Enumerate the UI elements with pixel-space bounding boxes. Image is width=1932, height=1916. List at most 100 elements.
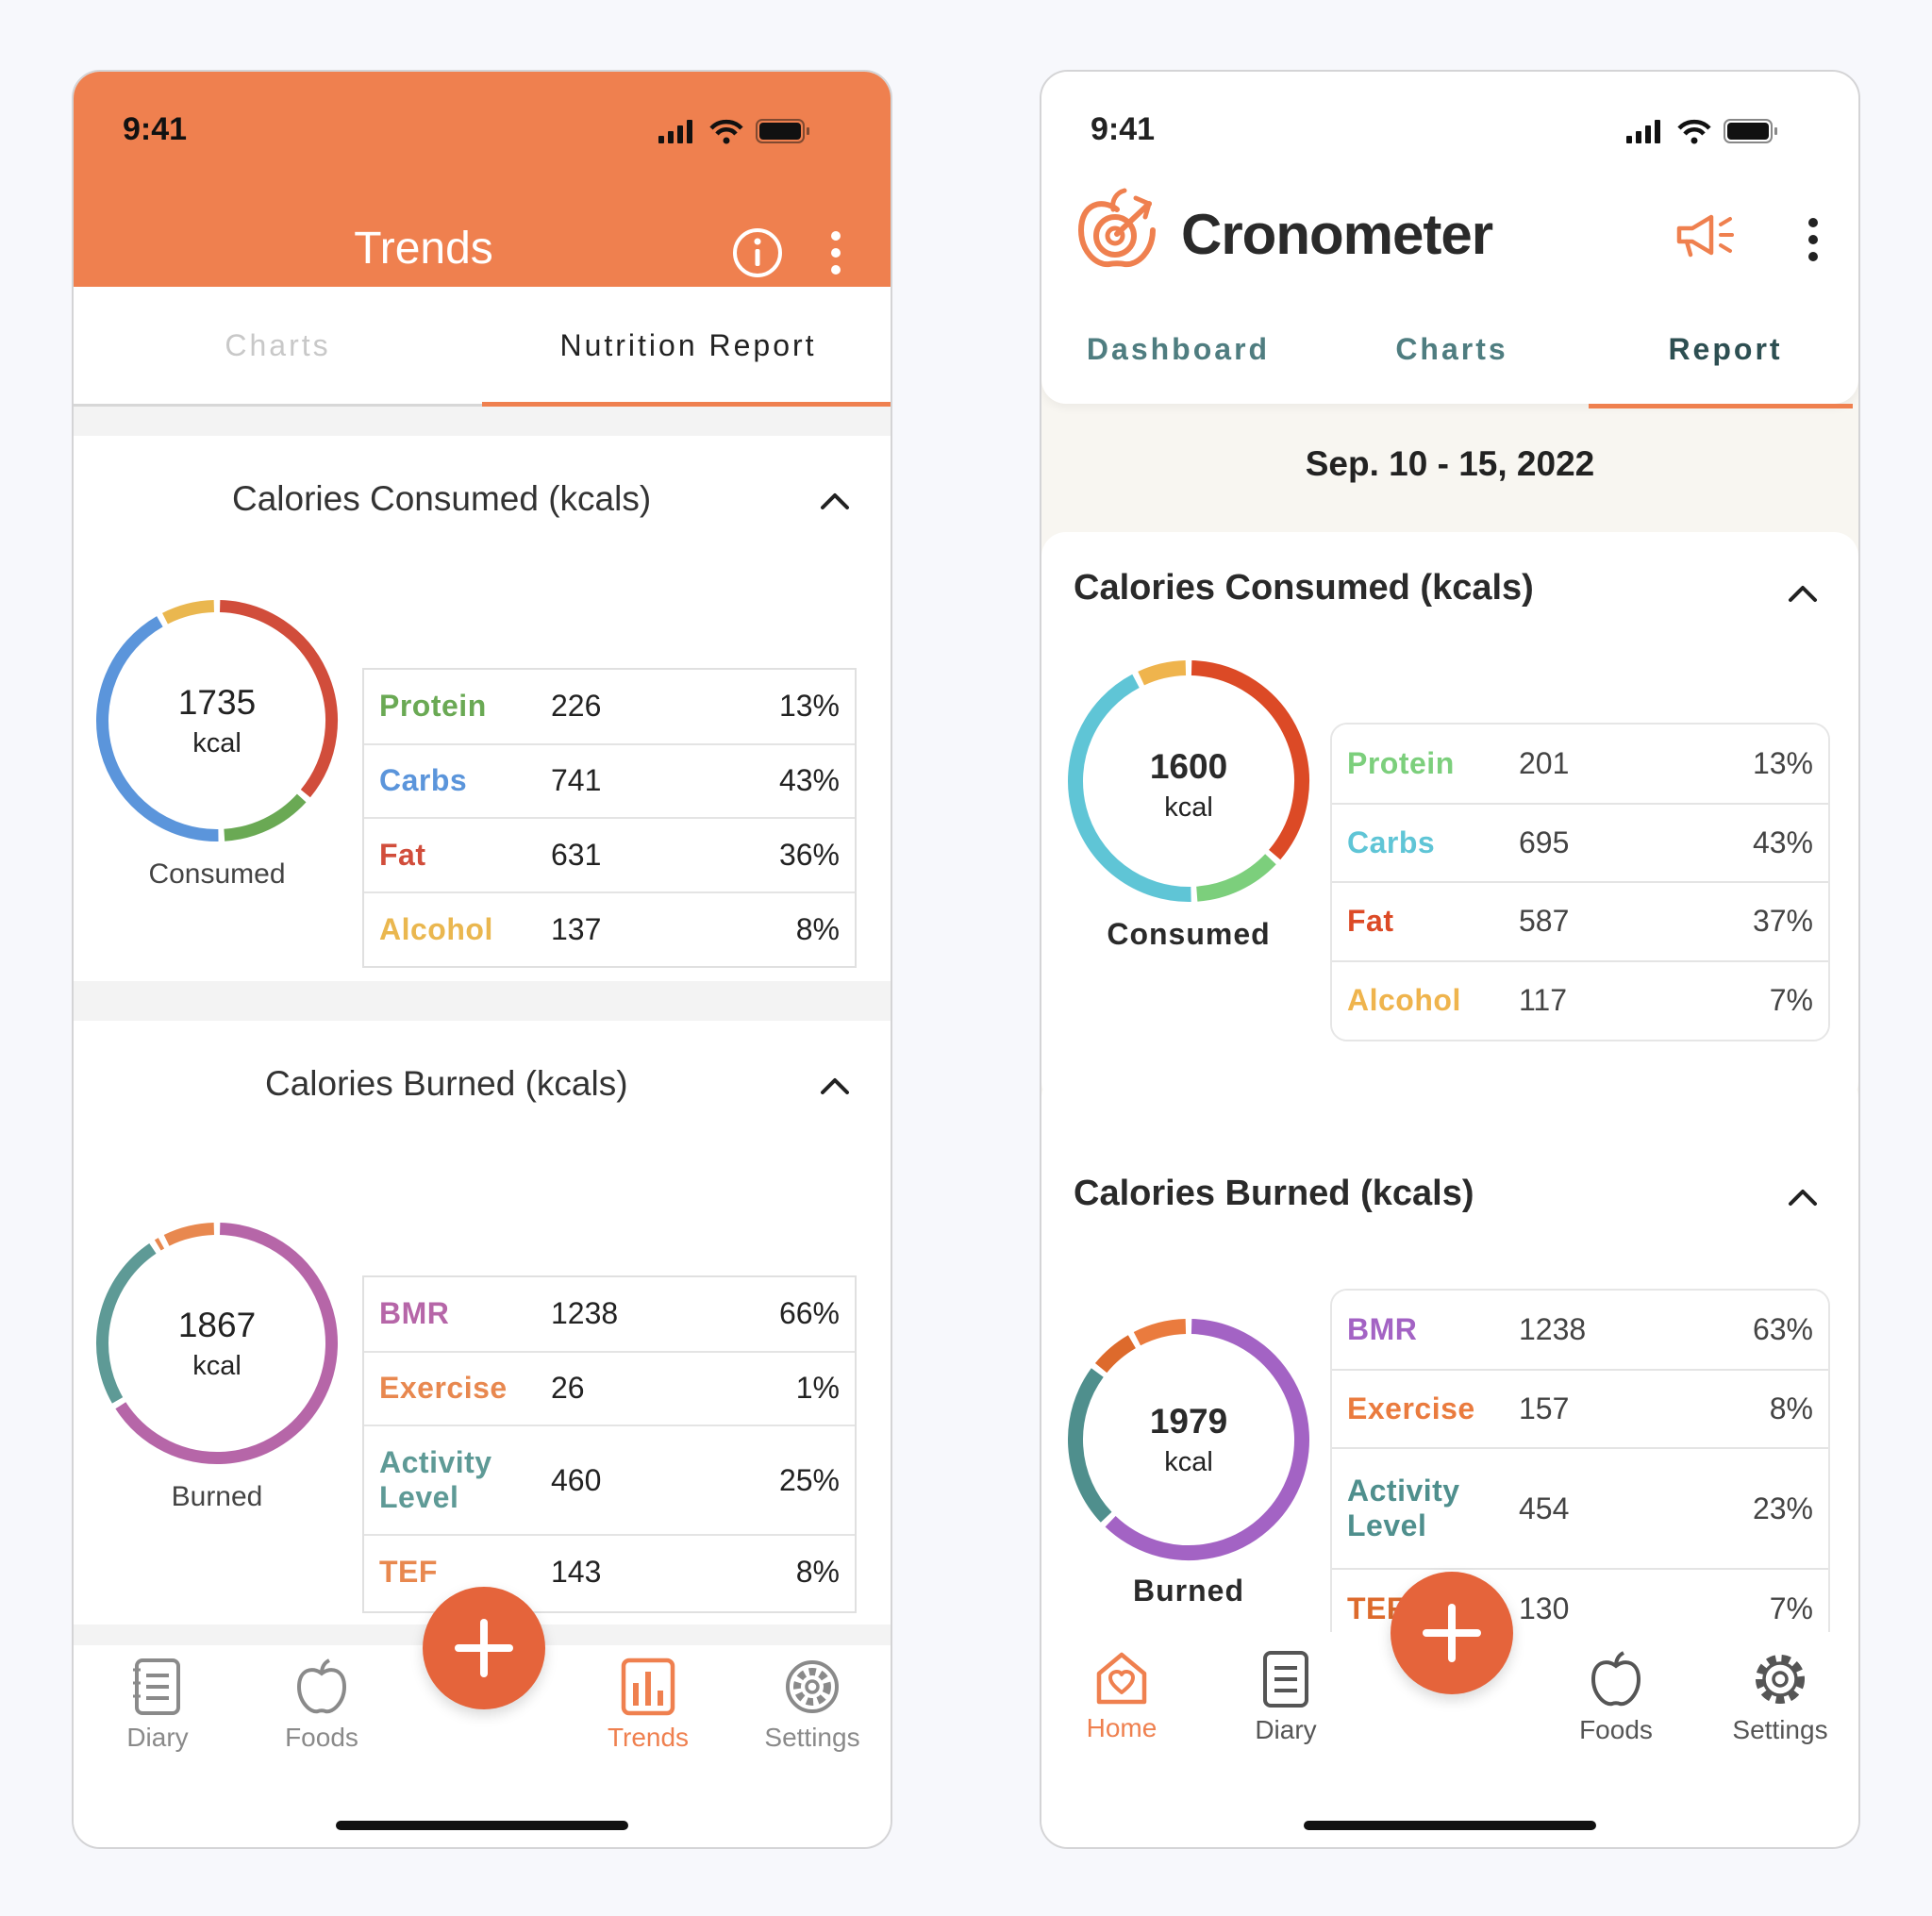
chevron-up-icon[interactable]	[819, 1075, 851, 1096]
card-title: Calories Burned (kcals)	[265, 1064, 628, 1103]
donut-caption: Burned	[171, 1481, 263, 1512]
tab-indicator	[482, 402, 891, 407]
trends-icon	[621, 1658, 675, 1716]
nutrient-percent: 25%	[708, 1425, 855, 1535]
table-row: Activity Level 460 25%	[364, 1425, 855, 1535]
nutrient-percent: 43%	[708, 742, 855, 818]
diary-icon	[133, 1658, 180, 1715]
card-title: Calories Consumed (kcals)	[232, 479, 652, 518]
nutrient-value: 1238	[1519, 1311, 1587, 1346]
home-indicator	[336, 1821, 628, 1830]
donut-segment	[96, 1242, 157, 1404]
calories-burned-card: Calories Burned (kcals) 1867 kcal Burned…	[74, 1021, 891, 1624]
donut-segment	[220, 600, 338, 798]
gear-icon	[786, 1660, 839, 1713]
gear-icon	[1756, 1655, 1805, 1704]
nutrient-value: 454	[1504, 1447, 1675, 1569]
nav-label: Settings	[764, 1723, 860, 1752]
nav-label: Foods	[285, 1723, 358, 1752]
donut-segment	[1094, 1335, 1137, 1374]
nutrient-label: Activity Level	[1332, 1447, 1504, 1569]
nutrient-value: 631	[536, 817, 708, 892]
megaphone-icon[interactable]	[1674, 211, 1736, 260]
tab-dashboard[interactable]: Dashboard	[1086, 332, 1271, 366]
nutrient-value: 741	[536, 742, 708, 818]
home-indicator	[1304, 1821, 1596, 1830]
table-row: Alcohol 137 8%	[364, 891, 855, 966]
nutrient-label: Exercise	[364, 1350, 536, 1425]
nutrient-value: 26	[536, 1350, 708, 1425]
burned-donut-chart	[1068, 1319, 1309, 1560]
apple-icon	[296, 1658, 347, 1714]
status-bar: 9:41	[1041, 72, 1858, 175]
nutrient-value: 137	[536, 891, 708, 966]
info-icon[interactable]	[731, 226, 784, 279]
add-fab-button[interactable]	[423, 1587, 545, 1709]
more-vert-icon[interactable]	[1806, 215, 1821, 264]
nav-home[interactable]: Home	[1051, 1649, 1192, 1743]
table-row: TEF 143 8%	[364, 1534, 855, 1609]
nav-label: Diary	[126, 1723, 189, 1752]
tab-report[interactable]: Report	[1668, 332, 1783, 366]
nutrient-label: BMR	[379, 1296, 450, 1331]
donut-caption: Burned	[1133, 1574, 1244, 1608]
nutrient-label: Alcohol	[1332, 959, 1504, 1040]
nav-trends[interactable]: Trends	[577, 1657, 719, 1753]
nutrient-percent: 36%	[708, 817, 855, 892]
calories-burned-card: Calories Burned (kcals) 1979 kcal Burned…	[1041, 1074, 1858, 1734]
nutrient-label: Activity Level	[364, 1425, 536, 1535]
nav-foods[interactable]: Foods	[1545, 1649, 1687, 1745]
nutrient-label: Fat	[1332, 881, 1504, 961]
status-bar: 9:41	[74, 72, 891, 175]
tab-bar: Charts Nutrition Report	[74, 287, 891, 407]
nav-diary[interactable]: Diary	[1215, 1649, 1357, 1745]
tab-charts[interactable]: Charts	[1395, 332, 1508, 366]
home-icon	[1096, 1652, 1147, 1705]
donut-segment	[1133, 1319, 1187, 1346]
nutrient-percent: 37%	[1675, 881, 1828, 961]
nutrient-value: 157	[1504, 1368, 1675, 1448]
nutrient-value: 587	[1504, 881, 1675, 961]
nutrient-label: Protein	[379, 689, 487, 724]
nav-foods[interactable]: Foods	[251, 1657, 392, 1753]
donut-total: 1979	[1149, 1402, 1228, 1441]
macro-table: Protein 226 13% Carbs 741 43% Fat 631 36% Alcohol…	[362, 668, 857, 968]
table-row: Fat 587 37%	[1332, 881, 1828, 961]
nutrient-value: 201	[1519, 745, 1570, 780]
nutrient-value: 460	[536, 1425, 708, 1535]
nutrient-label: Fat	[364, 817, 536, 892]
nav-diary[interactable]: Diary	[87, 1657, 228, 1753]
donut-segment	[154, 1238, 165, 1251]
nav-label: Diary	[1255, 1715, 1317, 1744]
chevron-up-icon[interactable]	[1787, 583, 1819, 604]
nutrient-label: BMR	[1347, 1311, 1418, 1346]
trends-screen: 9:41 Trends Charts Nutrition Report	[72, 70, 892, 1849]
tab-charts[interactable]: Charts	[225, 328, 331, 362]
nutrient-percent: 13%	[778, 689, 840, 724]
chevron-up-icon[interactable]	[1787, 1187, 1819, 1208]
dashboard-report-screen: 9:41 Cronometer	[1040, 70, 1860, 1849]
tab-nutrition-report[interactable]: Nutrition Report	[559, 328, 817, 362]
nutrient-percent: 8%	[708, 891, 855, 966]
chevron-up-icon[interactable]	[819, 491, 851, 511]
nav-label: Foods	[1579, 1715, 1653, 1744]
add-fab-button[interactable]	[1391, 1572, 1513, 1694]
table-row: Exercise 26 1%	[364, 1350, 855, 1425]
date-range[interactable]: Sep. 10 - 15, 2022	[1305, 444, 1595, 483]
nutrient-value: 117	[1504, 959, 1675, 1040]
nutrient-percent: 63%	[1752, 1311, 1813, 1346]
donut-unit: kcal	[1164, 792, 1213, 823]
nutrient-label: Alcohol	[364, 891, 536, 966]
nav-settings[interactable]: Settings	[1709, 1649, 1851, 1745]
consumed-donut-chart	[96, 600, 338, 841]
donut-segment	[1191, 660, 1309, 860]
donut-unit: kcal	[192, 728, 242, 758]
nutrient-value: 1238	[551, 1296, 619, 1331]
table-row: Alcohol 117 7%	[1332, 959, 1828, 1040]
donut-caption: Consumed	[148, 858, 286, 890]
table-row: Activity Level 454 23%	[1332, 1447, 1828, 1569]
brand-name: Cronometer	[1181, 203, 1493, 266]
nutrient-percent: 1%	[708, 1350, 855, 1425]
nav-settings[interactable]: Settings	[741, 1657, 883, 1753]
more-vert-icon[interactable]	[828, 228, 843, 277]
